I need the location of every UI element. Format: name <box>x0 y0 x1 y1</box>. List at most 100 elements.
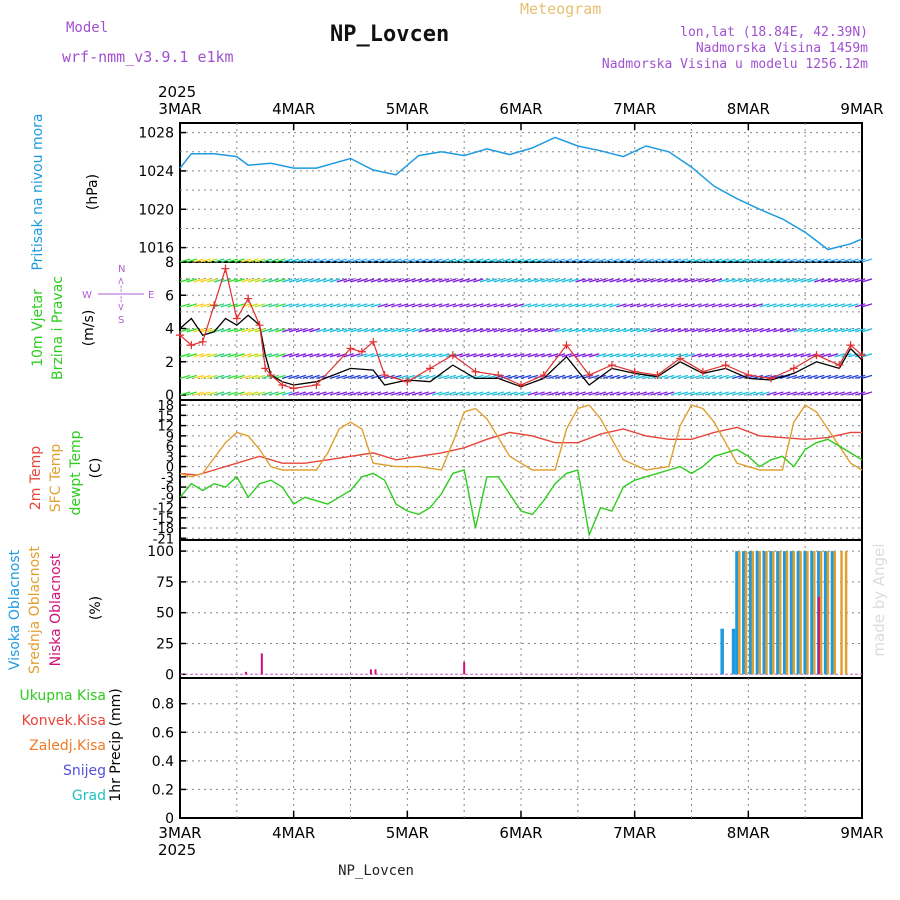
wind-barb <box>268 258 279 263</box>
wind-barb <box>357 328 368 333</box>
wind-barb <box>568 374 579 380</box>
wind-barb <box>425 353 436 358</box>
wind-barb <box>247 391 259 396</box>
cloud-bar <box>748 551 753 675</box>
cloud-bar <box>769 551 773 675</box>
x-tick-label-bottom: 9MAR <box>840 824 883 842</box>
wind-barb <box>670 258 682 263</box>
wind-barb <box>493 391 504 396</box>
wind-barb <box>404 374 416 380</box>
wind-barb <box>739 391 750 396</box>
wind-barb <box>466 278 477 283</box>
y-tick-label: 0 <box>166 461 174 476</box>
gust-marker <box>232 314 241 323</box>
wind-barb <box>411 303 423 308</box>
wind-barb <box>807 328 818 333</box>
wind-barb <box>595 303 607 308</box>
wind-barb <box>179 353 191 358</box>
wind-barb <box>779 374 791 380</box>
wind-barb <box>820 258 832 263</box>
wind-barb <box>602 374 614 380</box>
wind-barb <box>861 328 873 333</box>
cloud-bar <box>792 551 796 675</box>
wind-barb <box>234 303 245 308</box>
wind-barb <box>793 391 805 396</box>
wind-barb <box>773 328 784 333</box>
wind-barb <box>220 303 232 308</box>
wind-barb <box>370 278 382 283</box>
wind-barb <box>568 391 579 396</box>
pressure-axis-name: Pritisak na nivou mora <box>30 113 46 270</box>
wind-barb <box>438 374 450 380</box>
wind-barb <box>213 353 225 358</box>
wind-barb <box>698 278 709 283</box>
wind-barb <box>438 328 450 333</box>
panel-frame-pressure <box>179 122 863 263</box>
wind-barb <box>520 353 532 358</box>
cloud-bar <box>778 551 782 675</box>
wind-barb <box>466 258 477 263</box>
wind-barb <box>234 391 245 396</box>
cloud-bar <box>803 551 807 675</box>
wind-barb <box>323 278 334 283</box>
cloud-bar <box>765 551 768 675</box>
wind-barb <box>677 303 689 308</box>
wind-barb <box>636 374 648 380</box>
wind-barb <box>343 328 354 333</box>
wind-barb <box>179 374 191 380</box>
wind-barb <box>398 303 409 308</box>
gust-marker <box>403 377 412 386</box>
y-tick-label: 8 <box>165 255 174 271</box>
y-tick-label: -15 <box>153 512 174 527</box>
wind-barb <box>704 374 716 380</box>
wind-barb <box>548 353 559 358</box>
wind-barb <box>213 374 225 380</box>
wind-barb <box>288 353 300 358</box>
year-label-top: 2025 <box>158 83 196 101</box>
wind-barb <box>479 278 491 283</box>
wind-barb <box>704 278 716 283</box>
wind-barb <box>459 374 470 380</box>
wind-barb <box>268 328 279 333</box>
x-tick-label-top: 3MAR <box>158 100 201 118</box>
wind-barb <box>786 258 798 263</box>
wind-barb <box>493 278 504 283</box>
wind-barb <box>779 258 791 263</box>
wind-barb <box>657 353 668 358</box>
wind-barb <box>827 303 839 308</box>
wind-barb <box>759 258 770 263</box>
wind-barb <box>220 353 232 358</box>
wind-barb <box>391 328 402 333</box>
wind-barb <box>820 278 832 283</box>
wind-barb <box>568 258 579 263</box>
wind-barb <box>425 328 436 333</box>
y-tick-label: 25 <box>156 637 174 653</box>
wind-barb <box>425 374 436 380</box>
wind-barb <box>261 374 273 380</box>
wind-barb <box>800 258 811 263</box>
y-tick-label: -12 <box>153 502 174 517</box>
wind-barb <box>213 391 225 396</box>
wind-barb <box>732 374 743 380</box>
wind-barb <box>200 328 211 333</box>
wind-barb <box>500 391 511 396</box>
page-title: NP_Lovcen <box>330 22 450 47</box>
wind-barb <box>814 258 825 263</box>
wind-barb <box>575 303 586 308</box>
wind-barb <box>650 278 661 283</box>
wind-barb <box>213 303 225 308</box>
wind-barb <box>786 353 798 358</box>
wind-barb <box>193 258 204 263</box>
wind-barb <box>704 391 716 396</box>
wind-barb <box>561 278 573 283</box>
wind-barb <box>643 303 654 308</box>
wind-barb <box>288 391 300 396</box>
y-tick-label: 0.2 <box>152 782 174 798</box>
wind-barb <box>445 258 457 263</box>
wind-barb <box>745 278 757 283</box>
model-label: Model <box>66 20 109 36</box>
wind-barb <box>247 258 259 263</box>
wind-barb <box>227 328 238 333</box>
wind-barb <box>486 391 498 396</box>
